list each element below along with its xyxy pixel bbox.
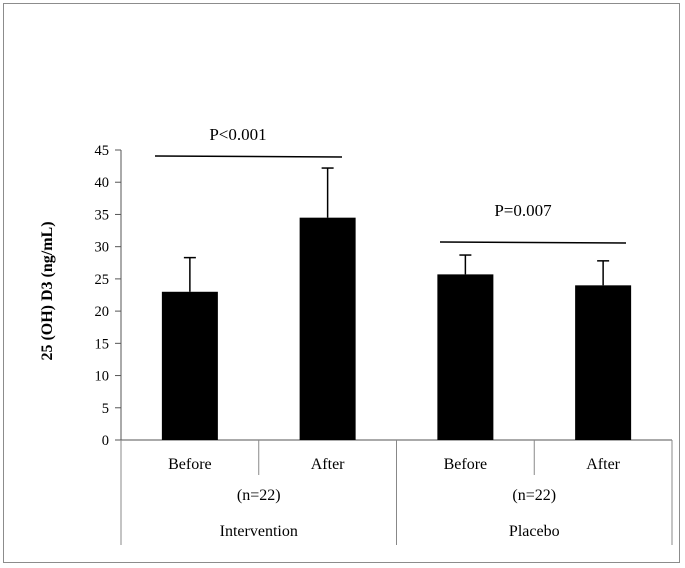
x-category-label: After [586, 456, 620, 473]
y-tick-label: 25 [95, 272, 110, 288]
x-category-label: After [311, 456, 345, 473]
y-tick-label: 10 [95, 369, 110, 385]
y-tick-label: 35 [95, 207, 110, 223]
group-n-label: (n=22) [237, 487, 281, 504]
y-tick-label: 30 [95, 240, 110, 256]
bar [161, 291, 218, 440]
significance-line [154, 155, 343, 158]
y-axis-label: 25 (OH) D3 (ng/mL) [39, 221, 56, 360]
y-tick-label: 5 [102, 401, 109, 417]
y-tick-label: 0 [102, 433, 109, 449]
group-n-label: (n=22) [512, 487, 556, 504]
x-axis-categories: Before After Before After (n=22) (n=22) … [168, 456, 621, 540]
bar [299, 217, 356, 440]
x-category-label: Before [168, 456, 212, 473]
y-tick-label: 40 [95, 175, 110, 191]
significance-line [439, 241, 627, 244]
y-tick-label: 45 [95, 143, 110, 159]
p-value-placebo: P=0.007 [494, 201, 552, 220]
group-name-label: Placebo [509, 523, 560, 540]
group-name-label: Intervention [220, 523, 298, 540]
p-value-intervention: P<0.001 [209, 125, 266, 144]
y-tick-label: 15 [95, 336, 110, 352]
bar [437, 274, 494, 440]
y-tick-label: 20 [95, 304, 110, 320]
bar [575, 285, 632, 440]
x-category-label: Before [444, 456, 488, 473]
bars [161, 167, 632, 440]
annotations: P<0.001 P=0.007 [154, 125, 627, 244]
